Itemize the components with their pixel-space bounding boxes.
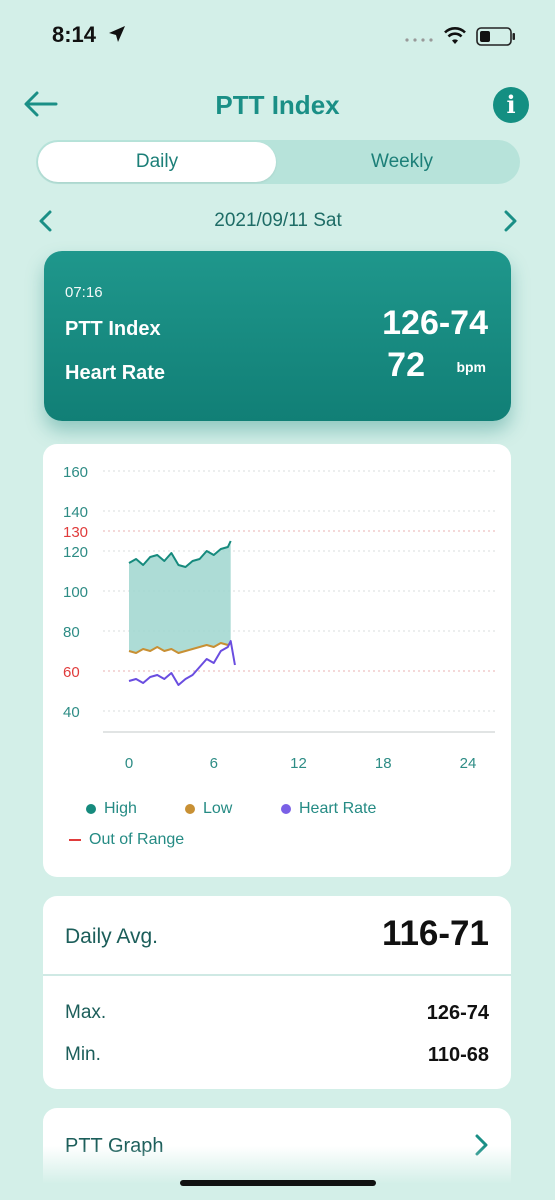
chevron-left-icon[interactable] — [36, 208, 56, 234]
y-tick-label: 60 — [63, 664, 80, 681]
legend-heart-rate-label: Heart Rate — [299, 800, 377, 817]
legend-high-label: High — [104, 800, 137, 817]
legend-low-label: Low — [203, 800, 233, 817]
legend-heart-rate-swatch — [281, 804, 291, 814]
max-label: Max. — [65, 1002, 107, 1023]
home-indicator — [180, 1180, 376, 1186]
legend-low: Low — [185, 800, 232, 818]
heart-rate-unit: bpm — [456, 359, 486, 375]
x-tick-label: 12 — [290, 755, 307, 772]
status-bar: 8:14 — [0, 0, 555, 70]
status-time: 8:14 — [52, 22, 97, 47]
legend-low-swatch — [185, 804, 195, 814]
max-value: 126-74 — [426, 1002, 489, 1024]
bottom-fade — [0, 1146, 555, 1200]
y-tick-label: 160 — [63, 464, 88, 481]
tab-daily[interactable]: Daily — [38, 142, 276, 182]
heart-rate-label: Heart Rate — [65, 362, 166, 384]
app-header: PTT Index i — [0, 78, 555, 134]
y-tick-label: 80 — [63, 624, 80, 641]
reading-time: 07:16 — [65, 284, 103, 301]
chevron-right-icon[interactable] — [500, 208, 520, 234]
ptt-chart-card: 160 140 120 100 80 60 40 130 0 6 12 18 24 — [43, 444, 511, 877]
legend-out-of-range-swatch — [69, 839, 81, 841]
location-arrow-icon — [109, 26, 125, 42]
y-tick-label: 120 — [63, 544, 88, 561]
info-icon[interactable]: i — [493, 87, 529, 123]
legend-high: High — [86, 800, 137, 818]
y-tick-label: 140 — [63, 504, 88, 521]
chart-legend: High Low Heart Rate Out of Range — [43, 795, 511, 855]
x-tick-label: 6 — [210, 755, 218, 772]
series-line-heart-rate — [128, 640, 236, 686]
x-tick-label: 18 — [375, 755, 392, 772]
legend-out-of-range: Out of Range — [69, 831, 184, 849]
latest-reading-card: 07:16 PTT Index Heart Rate 126-74 72 bpm — [44, 251, 511, 421]
y-tick-label: 100 — [63, 584, 88, 601]
current-date: 2021/09/11 Sat — [214, 210, 342, 231]
page-title: PTT Index — [215, 90, 340, 120]
daily-avg-label: Daily Avg. — [65, 925, 158, 948]
daily-stats-card: Daily Avg. 116-71 Max. 126-74 Min. 110-6… — [43, 896, 511, 1089]
x-tick-label: 0 — [125, 755, 133, 772]
ptt-index-value: 126-74 — [382, 304, 488, 342]
cellular-signal-icon — [405, 38, 433, 42]
high-low-range-area — [129, 541, 231, 653]
threshold-label-130: 130 — [63, 524, 88, 541]
legend-out-of-range-label: Out of Range — [89, 831, 185, 848]
battery-icon — [476, 27, 515, 46]
x-tick-label: 24 — [460, 755, 477, 772]
ptt-chart: 160 140 120 100 80 60 40 130 0 6 12 18 24 — [63, 464, 495, 772]
legend-heart-rate: Heart Rate — [281, 800, 376, 818]
min-value: 110-68 — [427, 1044, 489, 1066]
back-arrow-icon[interactable] — [22, 88, 60, 120]
date-navigator: 2021/09/11 Sat — [36, 205, 520, 237]
series-line-high — [128, 540, 232, 568]
y-tick-label: 40 — [63, 704, 80, 721]
period-segmented-control: Daily Weekly — [36, 140, 520, 184]
series-line-low — [128, 642, 232, 654]
daily-avg-value: 116-71 — [381, 914, 489, 953]
stats-divider — [43, 974, 511, 976]
wifi-icon — [444, 27, 466, 44]
ptt-index-label: PTT Index — [65, 318, 161, 340]
heart-rate-value: 72 — [387, 346, 425, 384]
tab-weekly[interactable]: Weekly — [371, 151, 433, 172]
legend-high-swatch — [86, 804, 96, 814]
min-label: Min. — [65, 1044, 101, 1065]
